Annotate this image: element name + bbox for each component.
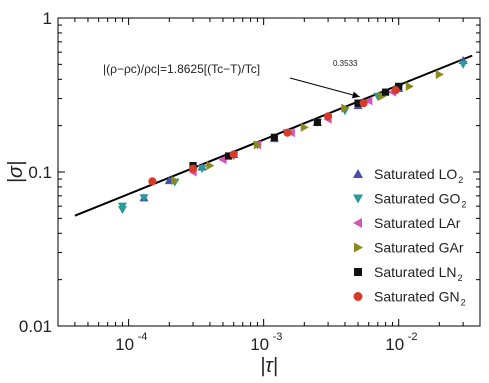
data-point [148,177,157,186]
annotation-exponent: 0.3533 [333,59,358,68]
legend-item: Saturated LAr [353,215,461,231]
data-point [197,165,207,174]
legend-label: Saturated GN [374,289,460,305]
legend-label: Saturated LO [374,166,457,182]
data-point [270,133,278,141]
legend-label-subscript: 2 [458,273,463,283]
data-point [117,205,127,215]
legend-marker [353,194,363,204]
data-point [206,161,215,171]
annotation: |(ρ−ρc)/ρc|=1.8625[(Tc−T)/Tc] 0.3533 [103,59,360,99]
y-tick-label: 0.1 [28,163,52,182]
legend-marker [353,218,362,228]
legend-label: Saturated GAr [374,240,464,256]
data-point [359,99,368,108]
data-point [391,86,400,95]
legend-marker [354,268,362,276]
x-tick-label: 10 [385,335,404,354]
legend-label-subscript: 2 [458,175,463,185]
x-tick-exponent: -2 [408,331,418,343]
data-point [171,176,180,186]
legend-marker [354,242,363,253]
axis-ticks [57,17,481,327]
x-tick-exponent: -3 [273,331,283,343]
legend-label: Saturated LAr [374,215,461,231]
legend-label: Saturated LN [374,264,457,280]
data-point [435,69,444,79]
legend-label: Saturated GO [374,191,460,207]
data-point [229,150,238,159]
legend-item: Saturated GO 2 [353,191,466,210]
legend-marker [353,169,363,178]
annotation-arrowhead [351,91,360,99]
data-point [458,60,468,69]
data-point [253,140,262,150]
legend-item: Saturated GN 2 [353,289,466,308]
y-tick-label: 0.01 [19,317,52,336]
y-tick-label: 1 [43,9,52,28]
data-point [139,194,149,203]
data-point [224,152,233,160]
data-point [313,118,321,126]
x-tick-exponent: -4 [138,331,148,343]
legend-label-subscript: 2 [461,298,466,308]
y-axis-label: |σ| [5,161,27,183]
data-point [378,91,387,101]
x-tick-label: 10 [250,335,269,354]
data-point [283,128,292,137]
x-tick-label: 10 [115,335,134,354]
data-point [188,164,198,173]
annotation-arrow [289,77,360,98]
data-point [395,82,403,90]
legend-item: Saturated LO 2 [353,166,463,185]
data-point [324,112,333,121]
annotation-text: |(ρ−ρc)/ρc|=1.8625[(Tc−T)/Tc] [103,62,260,76]
x-axis-label: |τ| [260,355,278,377]
data-points [117,55,468,215]
data-point [341,103,350,113]
data-point [300,122,309,132]
legend-label-subscript: 2 [461,200,466,210]
data-point [364,96,373,106]
data-point [218,155,227,165]
legend-marker [353,292,363,301]
tick-labels: 10 -4 10 -3 10 -2 0.01 0.1 1 [19,9,418,354]
data-point [405,81,414,91]
legend-item: Saturated LN 2 [354,264,463,283]
data-point [354,99,362,107]
legend-item: Saturated GAr [354,240,464,256]
data-point [382,88,390,96]
